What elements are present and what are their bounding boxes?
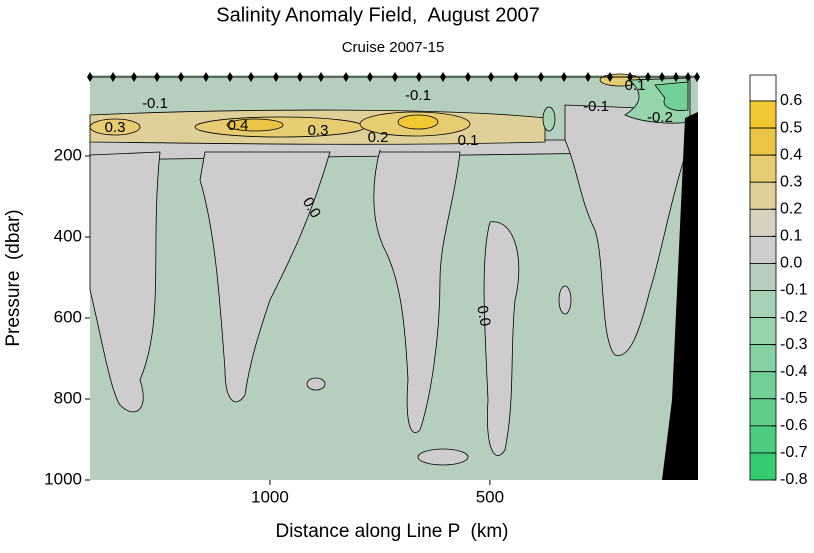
y-tick-label: 1000: [44, 469, 82, 488]
station-marker: [659, 72, 665, 82]
field-region: [417, 448, 469, 466]
y-tick-label: 200: [54, 145, 82, 164]
station-marker: [131, 72, 137, 82]
colorbar-label: -0.1: [780, 282, 808, 299]
stations: [87, 72, 700, 82]
contour-label: 0.3: [308, 122, 329, 139]
station-marker: [645, 72, 651, 82]
station-marker: [627, 72, 633, 82]
station-marker: [561, 72, 567, 82]
contour-label: 0.2: [368, 129, 389, 146]
colorbar-label: -0.4: [780, 363, 808, 380]
field: [89, 73, 698, 480]
station-marker: [538, 72, 544, 82]
station-marker: [607, 72, 613, 82]
chart-title: Salinity Anomaly Field, August 2007: [216, 4, 540, 26]
colorbar-label: -0.5: [780, 390, 808, 407]
contour-label: -0.1: [405, 87, 431, 104]
colorbar-swatch: [749, 452, 777, 481]
station-marker: [465, 72, 471, 82]
station-marker: [685, 72, 691, 82]
station-marker: [273, 72, 279, 82]
colorbar-swatch: [749, 181, 777, 210]
contour-label: -0.2: [647, 109, 673, 126]
colorbar-swatch: [749, 317, 777, 346]
colorbar-swatch: [749, 425, 777, 454]
field-region: [373, 149, 461, 433]
field-region: [89, 151, 161, 413]
field-region: [199, 151, 331, 403]
field-region: [226, 118, 284, 132]
y-tick-label: 600: [54, 307, 82, 326]
colorbar-label: -0.2: [780, 309, 808, 326]
bathymetry: [662, 112, 698, 480]
station-marker: [227, 72, 233, 82]
station-marker: [203, 72, 209, 82]
colorbar-label: 0.2: [780, 201, 802, 218]
contour-label: -0.1: [142, 95, 168, 112]
colorbar-swatch: [749, 344, 777, 373]
station-marker: [440, 72, 446, 82]
x-axis-label: Distance along Line P (km): [275, 521, 508, 542]
station-marker: [392, 72, 398, 82]
x-tick-label: 1000: [251, 487, 289, 506]
colorbar-swatch: [749, 127, 777, 156]
colorbar-swatch: [749, 74, 777, 102]
field-region: [558, 285, 572, 315]
station-marker: [488, 72, 494, 82]
station-marker: [248, 72, 254, 82]
field-region: [654, 81, 689, 111]
station-marker: [416, 72, 422, 82]
colorbar-label: 0.6: [780, 92, 802, 109]
station-marker: [585, 72, 591, 82]
station-marker: [154, 72, 160, 82]
field-region: [397, 114, 439, 130]
colorbar-label: -0.6: [780, 417, 808, 434]
chart-subtitle: Cruise 2007-15: [342, 39, 445, 56]
y-axis-label: Pressure (dbar): [3, 209, 24, 346]
station-marker: [367, 72, 373, 82]
colorbar-swatch: [749, 398, 777, 427]
contour-label: 0.0: [473, 304, 493, 327]
colorbar-label: -0.3: [780, 336, 808, 353]
field-region: [89, 118, 141, 136]
colorbar-swatch: [749, 263, 777, 291]
colorbar-label: 0.5: [780, 119, 802, 136]
x-tick-label: 500: [476, 487, 504, 506]
y-tick-label: 800: [54, 388, 82, 407]
station-marker: [297, 72, 303, 82]
colorbar-label: 0.4: [780, 146, 802, 163]
colorbar-label: -0.7: [780, 444, 808, 461]
colorbar-swatch: [749, 154, 777, 183]
contour-label: 0.3: [105, 119, 126, 136]
station-marker: [343, 72, 349, 82]
colorbar-label: -0.8: [780, 471, 808, 488]
station-marker: [513, 72, 519, 82]
contour-label: -0.1: [583, 98, 609, 115]
station-marker: [694, 72, 700, 82]
colorbar-swatch: [749, 100, 777, 129]
field-region: [564, 104, 691, 356]
field-region: [542, 106, 556, 132]
contour-label: 0.1: [458, 132, 479, 149]
station-marker: [673, 72, 679, 82]
station-marker: [110, 72, 116, 82]
colorbar-label: 0.3: [780, 173, 802, 190]
colorbar-swatch: [749, 208, 777, 237]
field-region: [483, 221, 520, 456]
colorbar-swatch: [749, 371, 777, 400]
y-tick-label: 400: [54, 226, 82, 245]
station-marker: [87, 72, 93, 82]
colorbar-swatch: [749, 290, 777, 318]
colorbar-swatch: [749, 235, 777, 264]
colorbar-label: 0.0: [780, 255, 802, 272]
colorbar-label: 0.1: [780, 228, 802, 245]
station-marker: [178, 72, 184, 82]
contour-label: 0.1: [625, 77, 646, 94]
field-region: [306, 377, 326, 391]
contour-label: 0.4: [228, 117, 249, 134]
station-marker: [318, 72, 324, 82]
